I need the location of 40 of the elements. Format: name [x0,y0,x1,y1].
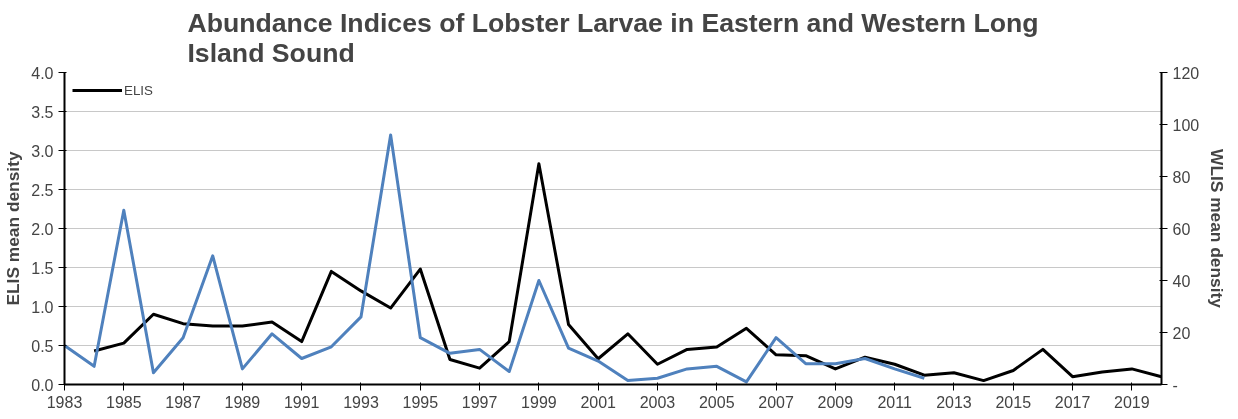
x-tick-label: 2013 [936,393,972,411]
x-tick-label: 1993 [343,393,379,411]
y-axis-title: ELIS mean density [3,151,24,306]
x-tick-label: 2017 [1054,393,1091,411]
y-tick-label: 2.5 [31,181,54,199]
y-tick-label: 3.5 [31,103,54,121]
y2-tick-label: 120 [1172,64,1200,82]
y-tick-label: 0.0 [31,376,54,394]
y-tick-label: 4.0 [31,64,54,82]
y2-tick-label: 100 [1172,116,1200,134]
y-tick-label: 1.0 [31,298,54,316]
x-tick-label: 2019 [1114,393,1150,411]
x-tick-label: 2001 [580,393,617,411]
x-tick-label: 2009 [817,393,854,411]
y2-tick-label: 20 [1172,324,1191,342]
y2-tick-label: 40 [1172,272,1191,290]
legend-label: ELIS [124,82,153,98]
chart-title: Abundance Indices of Lobster Larvae in Eastern and Western Long Island Sound [187,7,1039,68]
x-tick-label: 2011 [877,393,912,411]
x-tick-label: 1995 [402,393,439,411]
y2-tick-label: 60 [1172,220,1191,238]
x-tick-label: 1985 [106,393,142,411]
x-tick-label: 2003 [639,393,676,411]
x-tick-label: 1989 [224,393,261,411]
y2-axis-title: WLIS mean density [1207,149,1228,309]
x-tick-label: 2015 [995,393,1032,411]
x-tick-label: 1987 [165,393,201,411]
y2-tick-label: 80 [1172,168,1191,186]
x-tick-label: 1991 [283,393,320,411]
x-tick-label: 2007 [758,393,794,411]
y2-tick-label: - [1172,376,1178,394]
line-series [64,133,926,384]
y-tick-label: 0.5 [31,337,54,355]
x-tick-label: 2005 [698,393,735,411]
y-tick-label: 2.0 [31,220,54,238]
y-tick-label: 3.0 [31,142,54,160]
x-tick-label: 1999 [521,393,557,411]
x-tick-label: 1997 [461,393,498,411]
x-tick-label: 1983 [46,393,83,411]
y-tick-label: 1.5 [31,259,54,277]
